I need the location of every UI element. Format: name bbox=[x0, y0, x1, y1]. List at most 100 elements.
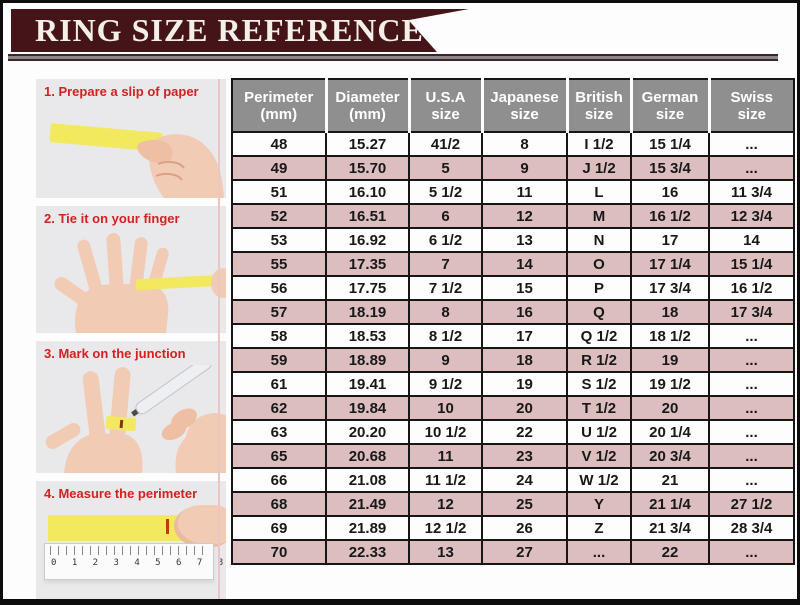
table-cell: 20 bbox=[630, 395, 710, 421]
fingertip bbox=[174, 505, 226, 547]
table-cell: Y bbox=[566, 491, 632, 517]
table-cell: 27 1/2 bbox=[708, 491, 795, 517]
table-cell: T 1/2 bbox=[566, 395, 632, 421]
table-cell: 9 bbox=[481, 155, 568, 181]
table-row: 63 20.20 10 1/2 22 U 1/2 20 1/4... bbox=[231, 419, 795, 445]
column-header: U.S.A size bbox=[407, 78, 484, 133]
step-1-label: 1. Prepare a slip of paper bbox=[44, 84, 199, 99]
table-cell: 19.84 bbox=[325, 395, 410, 421]
table-cell: 5 bbox=[408, 155, 483, 181]
table-cell: 21.89 bbox=[325, 515, 410, 541]
table-cell: ... bbox=[708, 467, 795, 493]
paper-slip bbox=[48, 515, 198, 541]
column-header: German size bbox=[629, 78, 711, 133]
table-cell: 6 1/2 bbox=[408, 227, 483, 253]
table-cell: 16.51 bbox=[325, 203, 410, 229]
table-cell: 16 bbox=[481, 299, 568, 325]
table-cell: 11 bbox=[408, 443, 483, 469]
step-block-2: 2. Tie it on your finger bbox=[36, 206, 226, 333]
table-cell: 57 bbox=[231, 299, 327, 325]
column-header: Diameter (mm) bbox=[324, 78, 411, 133]
page-title: RING SIZE REFERENCE bbox=[35, 12, 424, 48]
header-row: Perimeter (mm) Diameter (mm) U.S.A size Japane… bbox=[231, 78, 795, 133]
table-cell: ... bbox=[708, 323, 795, 349]
table-cell: J 1/2 bbox=[566, 155, 632, 181]
table-cell: ... bbox=[708, 371, 795, 397]
step-block-4: 4. Measure the perimeter 0 1 2 3 4 5 6 7… bbox=[36, 481, 226, 599]
table-cell: 15 1/4 bbox=[708, 251, 795, 277]
table-cell: 15 3/4 bbox=[630, 155, 710, 181]
table-cell: W 1/2 bbox=[566, 467, 632, 493]
table-cell: 17 3/4 bbox=[708, 299, 795, 325]
table-cell: 10 bbox=[408, 395, 483, 421]
table-cell: 20 bbox=[481, 395, 568, 421]
table-cell: 48 bbox=[231, 131, 327, 157]
column-header: Japanese size bbox=[480, 78, 569, 133]
table-cell: 18.19 bbox=[325, 299, 410, 325]
table-cell: 20.68 bbox=[325, 443, 410, 469]
table-cell: 13 bbox=[408, 539, 483, 565]
table-cell: 16.10 bbox=[325, 179, 410, 205]
table-cell: 65 bbox=[231, 443, 327, 469]
photo-ruler-measuring-slip: 0 1 2 3 4 5 6 7 8 9 bbox=[36, 505, 226, 599]
table-cell: Q bbox=[566, 299, 632, 325]
table-cell: ... bbox=[566, 539, 632, 565]
table-cell: 17.75 bbox=[325, 275, 410, 301]
table-cell: 24 bbox=[481, 467, 568, 493]
table-row: 51 16.10 5 1/2 11 L 16 11 3/4 bbox=[231, 179, 795, 205]
table-cell: 18 bbox=[630, 299, 710, 325]
table-cell: 19 1/2 bbox=[630, 371, 710, 397]
column-header: British size bbox=[565, 78, 633, 133]
table-row: 52 16.51 6 12 M 16 1/2 12 3/4 bbox=[231, 203, 795, 229]
table-cell: Q 1/2 bbox=[566, 323, 632, 349]
table-cell: 56 bbox=[231, 275, 327, 301]
table-cell: 21 3/4 bbox=[630, 515, 710, 541]
table-cell: 69 bbox=[231, 515, 327, 541]
table-cell: ... bbox=[708, 155, 795, 181]
table-cell: 59 bbox=[231, 347, 327, 373]
banner-underline bbox=[8, 54, 778, 61]
table-cell: 11 3/4 bbox=[708, 179, 795, 205]
table-cell: 14 bbox=[708, 227, 795, 253]
table-cell: 20 3/4 bbox=[630, 443, 710, 469]
table-cell: 5 1/2 bbox=[408, 179, 483, 205]
table-cell: S 1/2 bbox=[566, 371, 632, 397]
column-header: Perimeter (mm) bbox=[231, 78, 328, 133]
table-cell: U 1/2 bbox=[566, 419, 632, 445]
table-cell: 22 bbox=[630, 539, 710, 565]
table-cell: 61 bbox=[231, 371, 327, 397]
table-row: 68 21.49 12 25 Y 21 1/4 27 1/2 bbox=[231, 491, 795, 517]
table-cell: 27 bbox=[481, 539, 568, 565]
table-cell: 8 1/2 bbox=[408, 323, 483, 349]
step-block-3: 3. Mark on the junction bbox=[36, 341, 226, 473]
table-cell: 49 bbox=[231, 155, 327, 181]
table-cell: 18.53 bbox=[325, 323, 410, 349]
table-cell: 12 bbox=[481, 203, 568, 229]
table-cell: 12 3/4 bbox=[708, 203, 795, 229]
column-header: Swiss size bbox=[707, 78, 795, 133]
table-cell: 17 1/4 bbox=[630, 251, 710, 277]
table-cell: ... bbox=[708, 419, 795, 445]
table-cell: 14 bbox=[481, 251, 568, 277]
table-row: 55 17.35 7 14 O 17 1/4 15 1/4 bbox=[231, 251, 795, 277]
table-cell: 13 bbox=[481, 227, 568, 253]
table-row: 62 19.84 10 20 T 1/2 20... bbox=[231, 395, 795, 421]
table-cell: 51 bbox=[231, 179, 327, 205]
table-cell: 7 1/2 bbox=[408, 275, 483, 301]
table-cell: 18 1/2 bbox=[630, 323, 710, 349]
table-cell: 15 1/4 bbox=[630, 131, 710, 157]
step-2-label: 2. Tie it on your finger bbox=[44, 211, 180, 226]
table-cell: N bbox=[566, 227, 632, 253]
ring-size-table: Perimeter (mm) Diameter (mm) U.S.A size Japane… bbox=[231, 78, 795, 565]
table-row: 53 16.92 6 1/2 13 N 17 14 bbox=[231, 227, 795, 253]
table-row: 61 19.41 9 1/2 19 S 1/2 19 1/2... bbox=[231, 371, 795, 397]
table-cell: 18.89 bbox=[325, 347, 410, 373]
table-cell: 16 1/2 bbox=[630, 203, 710, 229]
table-cell: 7 bbox=[408, 251, 483, 277]
step-block-1: 1. Prepare a slip of paper bbox=[36, 79, 226, 198]
table-cell: ... bbox=[708, 443, 795, 469]
table-cell: V 1/2 bbox=[566, 443, 632, 469]
table-cell: 28 3/4 bbox=[708, 515, 795, 541]
table-cell: M bbox=[566, 203, 632, 229]
title-banner: RING SIZE REFERENCE bbox=[11, 9, 469, 52]
